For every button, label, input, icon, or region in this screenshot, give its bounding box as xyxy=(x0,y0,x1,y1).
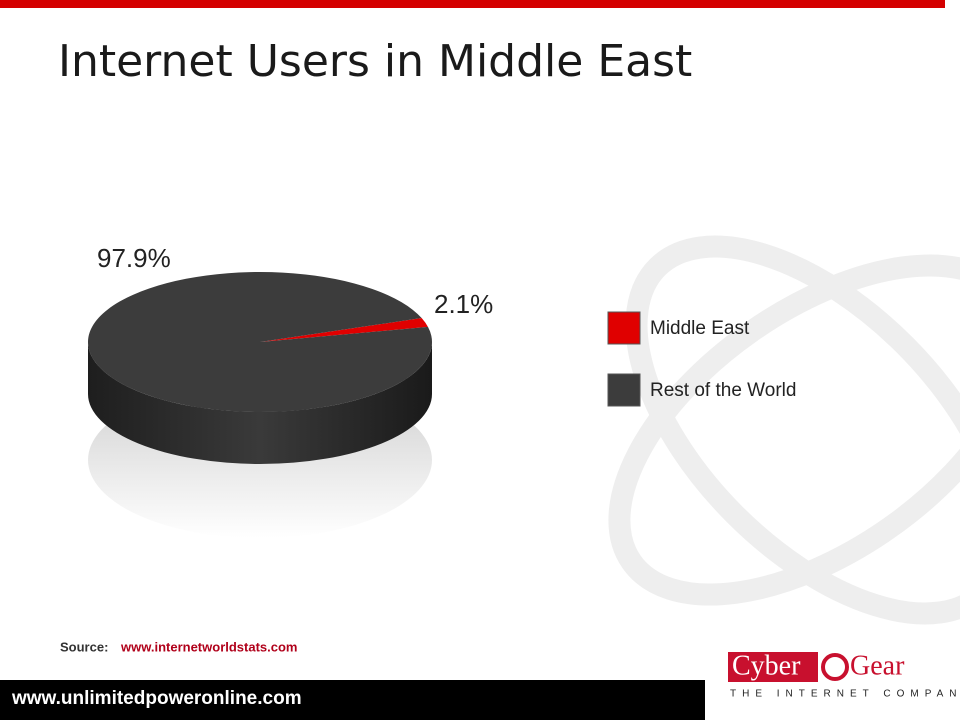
background-swirl xyxy=(608,235,960,625)
pie-slice xyxy=(87,271,432,412)
source-label: Source: xyxy=(60,639,108,654)
legend: Middle East Rest of the World xyxy=(607,311,796,407)
legend-swatch xyxy=(607,311,641,345)
footer-bar xyxy=(0,680,705,720)
legend-label: Middle East xyxy=(650,318,750,339)
pie-side xyxy=(88,342,432,464)
logo-left: Cyber xyxy=(732,650,801,681)
chart-title: Internet Users in Middle East xyxy=(58,36,692,87)
logo-box xyxy=(728,652,818,682)
top-bar xyxy=(0,0,945,8)
logo-icon xyxy=(821,653,849,681)
legend-swatch xyxy=(607,373,641,407)
footer-url[interactable]: www.unlimitedpoweronline.com xyxy=(11,688,302,709)
source-link[interactable]: www.internetworldstats.com xyxy=(120,639,298,654)
legend-label: Rest of the World xyxy=(650,380,796,401)
pie xyxy=(87,271,432,464)
pie-slice xyxy=(260,318,428,342)
logo-right: Gear xyxy=(850,650,905,681)
data-label: 97.9% xyxy=(97,243,171,273)
data-label: 2.1% xyxy=(434,289,493,319)
logo-tagline: THE INTERNET COMPANY xyxy=(730,689,960,700)
